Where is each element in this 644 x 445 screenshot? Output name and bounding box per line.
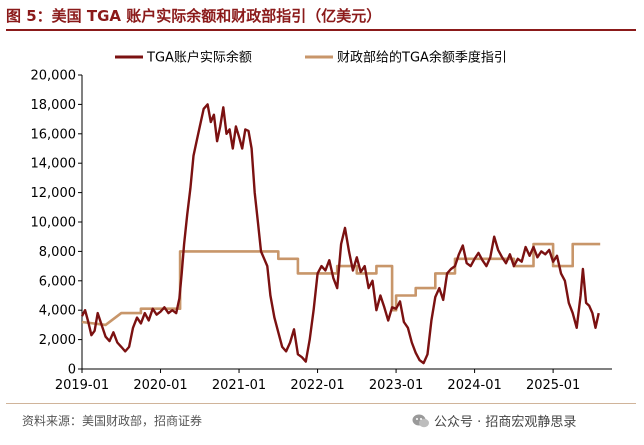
x-tick-label: 2024-01: [447, 378, 501, 393]
y-tick-label: 6,000: [39, 274, 76, 289]
series-line-actual-balance: [80, 103, 600, 365]
watermark: 公众号 · 招商宏观静思录: [412, 411, 576, 430]
legend-treasury-guidance: 财政部给的TGA余额季度指引: [305, 50, 507, 66]
y-tick-label: 12,000: [31, 186, 77, 201]
wechat-icon: [412, 414, 429, 427]
y-tick-label: 2,000: [39, 333, 76, 348]
series-line-treasury-guidance: [81, 242, 601, 327]
y-tick-label: 10,000: [31, 216, 77, 231]
x-tick-label: 2021-01: [212, 378, 266, 393]
figure-title: 图 5：美国 TGA 账户实际余额和财政部指引（亿美元）: [6, 3, 636, 31]
x-tick-label: 2019-01: [55, 378, 109, 393]
x-tick-label: 2025-01: [526, 378, 580, 393]
line-chart: 0 2,000 4,000 6,000 8,000 10,000 12,000 14,000 1…: [31, 50, 612, 393]
chart-series: [80, 103, 601, 365]
chart-axes: 0 2,000 4,000 6,000 8,000 10,000 12,000 14,000 1…: [31, 69, 612, 393]
y-tick-label: 18,000: [31, 98, 77, 113]
y-tick-label: 4,000: [39, 304, 76, 319]
legend-label: TGA账户实际余额: [146, 50, 252, 66]
x-tick-label: 2020-01: [133, 378, 187, 393]
chart-legend: TGA账户实际余额 财政部给的TGA余额季度指引: [115, 50, 507, 66]
watermark-text: 公众号 · 招商宏观静思录: [434, 415, 577, 430]
legend-label: 财政部给的TGA余额季度指引: [337, 50, 507, 66]
legend-actual-balance: TGA账户实际余额: [115, 50, 252, 66]
x-tick-label: 2022-01: [290, 378, 344, 393]
y-tick-label: 0: [68, 363, 76, 378]
y-tick-label: 20,000: [31, 69, 77, 84]
source-note: 资料来源：美国财政部，招商证券: [22, 414, 203, 428]
x-tick-label: 2023-01: [369, 378, 423, 393]
footer-divider: [6, 403, 636, 404]
y-tick-label: 14,000: [31, 157, 77, 172]
y-tick-label: 8,000: [39, 245, 76, 260]
y-tick-label: 16,000: [31, 127, 77, 142]
